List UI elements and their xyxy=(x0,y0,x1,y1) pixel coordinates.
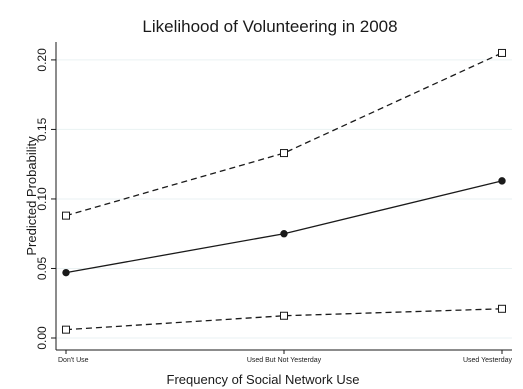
y-tick-label-0: 0.00 xyxy=(35,326,49,350)
point-lower-0 xyxy=(62,325,70,334)
point-estimate-1 xyxy=(280,230,288,238)
point-estimate-2 xyxy=(498,177,506,185)
series-lower xyxy=(62,304,506,334)
x-tick-label-0: Don't Use xyxy=(58,357,89,364)
gridlines xyxy=(56,59,512,339)
point-upper-2 xyxy=(498,48,506,57)
series-upper xyxy=(62,48,506,220)
x-tick-label-2: Used Yesterday xyxy=(463,357,513,364)
y-tick-label-1: 0.05 xyxy=(35,256,49,280)
x-tick-label-1: Used But Not Yesterday xyxy=(247,357,322,364)
y-axis-label: Predicted Probability xyxy=(24,136,39,256)
series-estimate xyxy=(62,177,506,277)
point-estimate-0 xyxy=(62,268,70,277)
series-line-lower xyxy=(65,308,503,331)
point-lower-1 xyxy=(280,311,288,320)
point-lower-2 xyxy=(498,304,506,313)
chart-title: Likelihood of Volunteering in 2008 xyxy=(142,17,397,36)
x-axis-label: Frequency of Social Network Use xyxy=(167,372,360,387)
point-upper-1 xyxy=(280,149,288,158)
x-tick-labels: Don't Use Used But Not Yesterday Used Yest… xyxy=(58,350,512,364)
series-line-upper xyxy=(65,52,503,217)
y-tick-label-2: 0.10 xyxy=(35,187,49,211)
y-tick-labels: 0.00 0.05 0.10 0.15 0.20 xyxy=(35,48,56,350)
point-upper-0 xyxy=(62,211,70,220)
y-tick-label-3: 0.15 xyxy=(35,117,49,141)
y-tick-label-4: 0.20 xyxy=(35,48,49,72)
series-group xyxy=(62,48,506,334)
